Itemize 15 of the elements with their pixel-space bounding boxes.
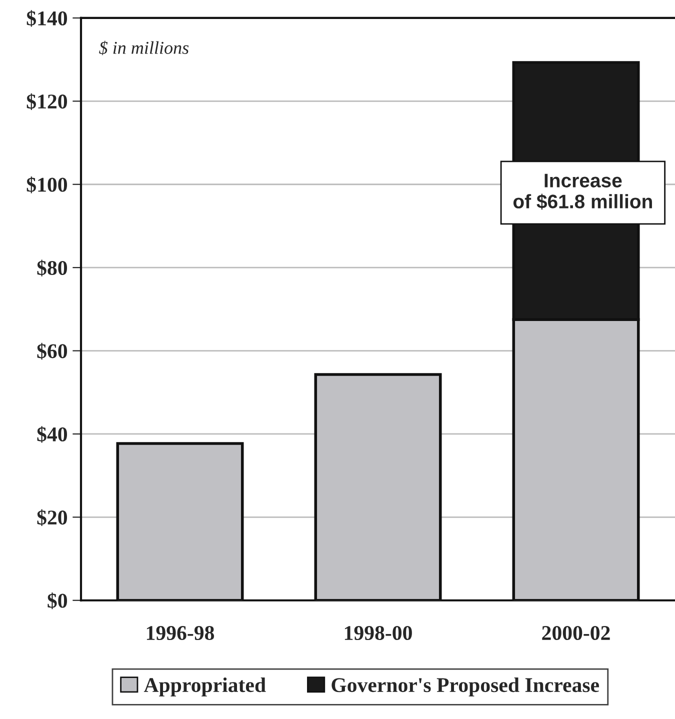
x-tick-label: 1996-98 — [146, 626, 214, 640]
x-tick-label: 2000-02 — [542, 626, 610, 640]
y-tick-label: $100 — [26, 176, 68, 194]
y-tick-label: $20 — [37, 509, 68, 526]
y-tick-label: $0 — [48, 592, 68, 610]
annotation: Increase of $61.8 million — [513, 174, 652, 210]
y-tick-label: $60 — [37, 342, 68, 360]
legend-label: Appropriated — [144, 677, 266, 696]
y-tick-label: $80 — [37, 260, 68, 276]
x-tick-label: 1998-00 — [344, 626, 412, 640]
annotation: $ in millions — [99, 40, 189, 56]
y-tick-label: $140 — [26, 10, 68, 27]
y-tick-label: $120 — [26, 93, 68, 110]
y-tick-label: $40 — [37, 426, 68, 443]
legend-label: Governor's Proposed Increase — [332, 677, 599, 696]
